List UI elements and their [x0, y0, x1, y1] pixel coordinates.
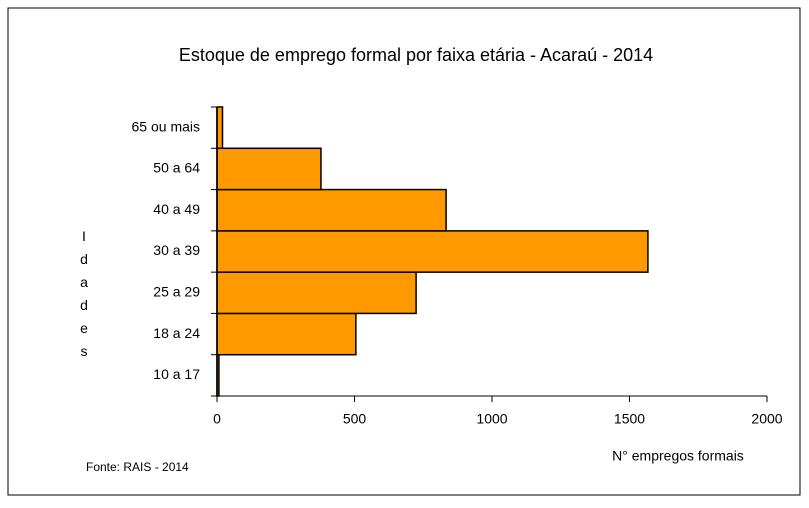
x-tick-label: 500 [343, 411, 367, 427]
y-tick-label: 40 a 49 [153, 201, 200, 217]
x-tick-label: 2000 [751, 411, 782, 427]
x-axis-label: N° empregos formais [612, 448, 744, 464]
y-tick-label: 65 ou mais [132, 118, 200, 134]
bar [216, 147, 322, 191]
y-tick-label: 30 a 39 [153, 242, 200, 258]
bar [216, 271, 417, 315]
bar [216, 188, 447, 232]
y-tick-label: 18 a 24 [153, 325, 200, 341]
bar [216, 106, 224, 150]
source-note: Fonte: RAIS - 2014 [86, 460, 189, 474]
bar [216, 230, 649, 273]
bar [216, 312, 357, 356]
y-tick-label: 25 a 29 [153, 283, 200, 299]
y-tick-label: 50 a 64 [153, 160, 200, 176]
x-tick-label: 1000 [476, 411, 507, 427]
y-tick-label: 10 a 17 [153, 366, 200, 382]
chart-title: Estoque de emprego formal por faixa etár… [179, 45, 653, 65]
x-tick-label: 1500 [614, 411, 645, 427]
x-tick-label: 0 [213, 411, 221, 427]
